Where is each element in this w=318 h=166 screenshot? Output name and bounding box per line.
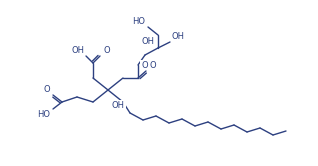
Text: OH: OH xyxy=(112,101,125,110)
Text: OH: OH xyxy=(71,46,84,55)
Text: HO: HO xyxy=(132,17,145,26)
Text: O: O xyxy=(103,46,110,55)
Text: OH: OH xyxy=(142,37,155,46)
Text: HO: HO xyxy=(37,110,50,119)
Text: OH: OH xyxy=(172,32,185,41)
Text: O: O xyxy=(141,60,148,70)
Text: O: O xyxy=(149,61,156,70)
Text: O: O xyxy=(43,85,50,94)
